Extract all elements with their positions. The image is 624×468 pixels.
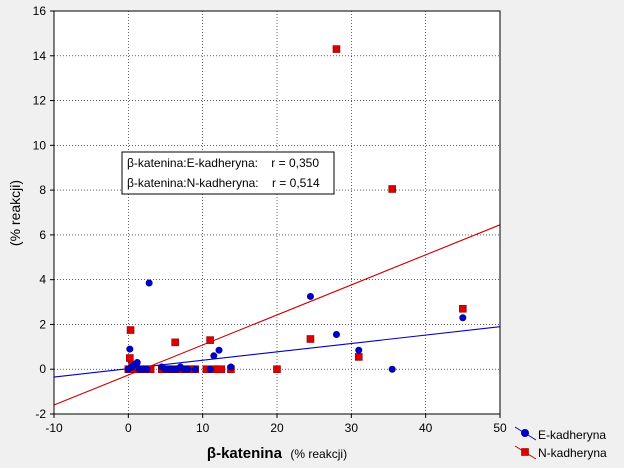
legend-marker-e-kadheryna: [521, 428, 530, 437]
x-axis-title-main: β-katenina: [207, 445, 283, 462]
axis-ticks: -10 0 10 20 30 40 50 -2 0 2 4 6 8 10 12 14 16: [33, 4, 507, 435]
y-tick-label: 14: [33, 49, 47, 63]
y-tick-label: -2: [35, 407, 46, 421]
x-tick-label: 40: [419, 421, 433, 435]
point-e-kadheryna: [184, 365, 192, 373]
annotation-line-e: β-katenina:E-kadheryna: r = 0,350: [127, 156, 319, 170]
y-tick-label: 2: [39, 317, 46, 331]
x-axis-title: β-katenina (% reakcji): [207, 445, 347, 462]
point-e-kadheryna: [332, 331, 340, 339]
y-tick-label: 16: [33, 4, 47, 18]
point-n-kadheryna: [459, 304, 467, 313]
point-e-kadheryna: [210, 352, 218, 360]
point-n-kadheryna: [126, 326, 135, 334]
point-n-kadheryna: [206, 336, 214, 344]
point-e-kadheryna: [306, 292, 314, 300]
point-e-kadheryna: [126, 345, 134, 353]
point-e-kadheryna: [227, 363, 235, 371]
x-tick-label: -10: [45, 421, 63, 435]
x-tick-label: 50: [493, 421, 507, 435]
y-tick-label: 8: [39, 183, 46, 197]
point-n-kadheryna: [171, 338, 179, 347]
y-axis-title: (% reakcji): [7, 180, 23, 246]
annotation-line-n: β-katenina:N-kadheryna: r = 0,514: [127, 176, 320, 190]
x-tick-label: 10: [196, 421, 210, 435]
annotation-frame: [121, 151, 335, 195]
point-e-kadheryna: [133, 359, 141, 367]
trend-line-n-kadheryna: [53, 224, 501, 406]
y-tick-label: 0: [39, 362, 46, 376]
point-n-kadheryna: [332, 45, 341, 53]
point-e-kadheryna: [145, 279, 153, 287]
point-e-kadheryna: [355, 346, 363, 354]
point-n-kadheryna: [217, 365, 226, 374]
point-n-kadheryna: [273, 365, 281, 374]
point-e-kadheryna: [206, 365, 214, 373]
point-n-kadheryna: [388, 185, 397, 193]
y-tick-label: 4: [39, 273, 46, 287]
point-n-kadheryna: [354, 353, 363, 361]
legend-label-e-kadheryna: E-kadheryna: [538, 428, 606, 442]
annotation-box: β-katenina:E-kadheryna: r = 0,350 β-kate…: [121, 151, 335, 195]
point-e-kadheryna: [388, 365, 396, 373]
x-tick-label: 20: [270, 421, 284, 435]
point-e-kadheryna: [215, 346, 223, 354]
data-points: [124, 45, 467, 374]
point-n-kadheryna: [306, 335, 315, 343]
point-n-kadheryna: [126, 354, 134, 362]
point-e-kadheryna: [143, 365, 151, 373]
point-e-kadheryna: [191, 365, 199, 373]
y-tick-label: 10: [33, 138, 47, 152]
y-tick-label: 6: [39, 228, 46, 242]
y-tick-label: 12: [33, 94, 47, 108]
legend-label-n-kadheryna: N-kadheryna: [538, 446, 607, 460]
legend-marker-n-kadheryna: [521, 448, 529, 456]
x-tick-label: 30: [345, 421, 359, 435]
point-e-kadheryna: [459, 314, 467, 322]
legend: E-kadheryna N-kadheryna: [514, 426, 607, 460]
x-tick-label: 0: [125, 421, 132, 435]
x-axis-title-unit: (% reakcji): [290, 447, 347, 461]
